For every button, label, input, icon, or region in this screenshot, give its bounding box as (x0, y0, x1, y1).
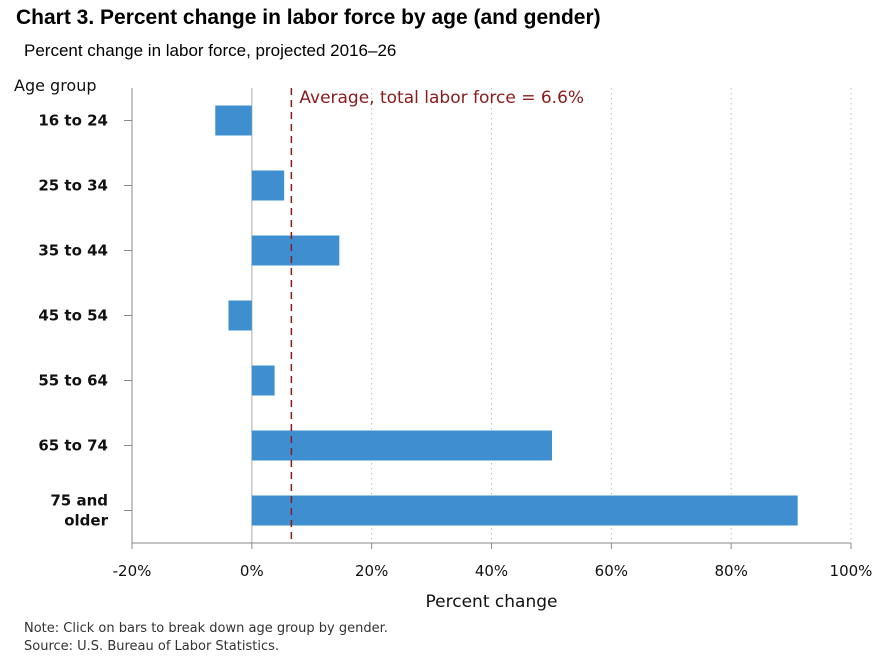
chart-title: Chart 3. Percent change in labor force b… (16, 6, 601, 29)
x-tick-label: 40% (475, 562, 508, 580)
chart-note: Note: Click on bars to break down age gr… (24, 621, 388, 636)
category-label: 16 to 24 (38, 112, 108, 130)
bar[interactable] (251, 365, 275, 396)
category-label: older (64, 512, 108, 530)
x-tick-label: 20% (355, 562, 388, 580)
chart-source: Source: U.S. Bureau of Labor Statistics. (24, 639, 279, 654)
average-label: Average, total labor force = 6.6% (299, 88, 584, 108)
x-tick-label: 80% (714, 562, 747, 580)
chart-subtitle: Percent change in labor force, projected… (24, 41, 397, 60)
category-label: 35 to 44 (38, 242, 108, 260)
bar[interactable] (251, 235, 340, 266)
category-label: 65 to 74 (38, 437, 108, 455)
y-axis-title: Age group (14, 76, 97, 95)
bar[interactable] (251, 495, 798, 526)
category-label: 75 and (50, 492, 108, 510)
x-tick-label: 100% (830, 562, 873, 580)
x-tick-label: 0% (240, 562, 264, 580)
bar[interactable] (251, 170, 285, 201)
x-axis-title: Percent change (426, 592, 558, 612)
x-tick-label: -20% (113, 562, 152, 580)
bar[interactable] (228, 300, 252, 331)
category-label: 25 to 34 (38, 177, 108, 195)
x-tick-label: 60% (595, 562, 628, 580)
bar[interactable] (251, 430, 553, 461)
category-label: 55 to 64 (38, 372, 108, 390)
bar[interactable] (215, 105, 252, 136)
category-label: 45 to 54 (38, 307, 108, 325)
